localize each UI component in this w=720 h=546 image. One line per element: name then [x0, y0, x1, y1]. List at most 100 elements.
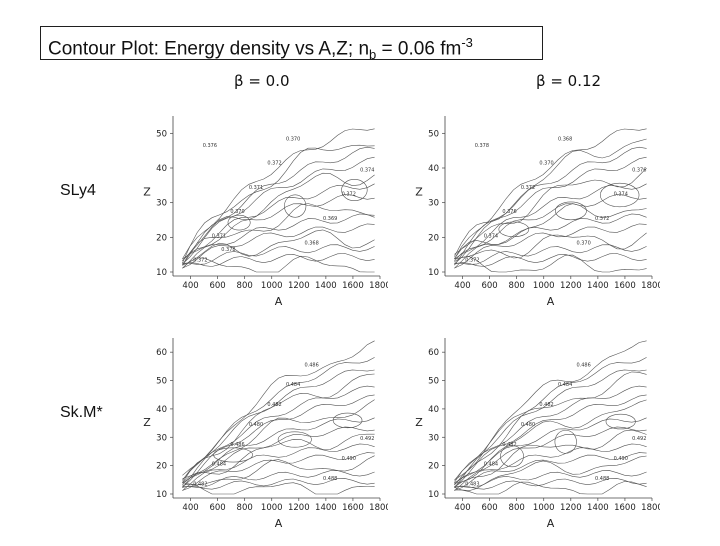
y-tick-label: 30 — [428, 433, 439, 443]
contour-island — [554, 201, 587, 221]
y-tick-label: 50 — [156, 129, 167, 139]
contour-line — [182, 229, 375, 266]
x-tick-label: 400 — [182, 281, 198, 291]
contour-line — [454, 223, 647, 269]
x-tick-label: 1000 — [261, 503, 283, 513]
y-tick-label: 30 — [156, 433, 167, 443]
x-tick-label: 1000 — [533, 281, 555, 291]
x-tick-label: 1400 — [315, 281, 337, 291]
contour-line — [182, 399, 375, 479]
contour-line — [454, 232, 647, 260]
contour-line — [454, 455, 647, 492]
x-tick-label: 1200 — [560, 281, 582, 291]
title-text-units: = 0.06 fm — [376, 38, 462, 60]
contour-line — [454, 481, 647, 495]
contour-line — [454, 128, 647, 260]
contour-value-label: 0.480 — [249, 422, 263, 428]
y-tick-label: 30 — [428, 199, 439, 209]
contour-line — [454, 429, 647, 488]
row-label-sly4: SLy4 — [60, 182, 96, 199]
contour-line — [182, 203, 375, 266]
contour-line — [182, 452, 375, 491]
contour-value-label: 0.482 — [193, 481, 207, 487]
contour-value-label: 0.486 — [304, 362, 318, 368]
contour-line — [182, 194, 375, 262]
contour-value-label: 0.484 — [484, 462, 498, 468]
contour-value-label: 0.378 — [475, 143, 489, 149]
contour-line — [454, 213, 647, 269]
y-tick-label: 50 — [156, 377, 167, 387]
contour-island — [284, 194, 307, 218]
contour-line — [454, 254, 647, 273]
contour-value-label: 0.372 — [465, 258, 479, 264]
contour-island — [599, 182, 640, 208]
contour-line — [454, 253, 647, 267]
contour-line — [182, 417, 375, 484]
contour-value-label: 0.484 — [558, 382, 572, 388]
contour-line — [182, 255, 375, 273]
contour-island — [213, 447, 253, 463]
y-tick-label: 40 — [428, 405, 439, 415]
y-axis-label: Z — [415, 186, 423, 199]
contour-line — [454, 478, 647, 490]
contour-line — [454, 167, 647, 255]
x-tick-label: 1800 — [369, 503, 388, 513]
x-tick-label: 600 — [209, 281, 225, 291]
x-tick-label: 1000 — [261, 281, 283, 291]
x-tick-label: 800 — [237, 281, 253, 291]
contour-value-label: 0.374 — [360, 167, 374, 173]
contour-value-label: 0.369 — [323, 216, 337, 222]
contour-line — [182, 244, 375, 265]
y-tick-label: 10 — [156, 490, 167, 500]
contour-value-label: 0.492 — [632, 436, 646, 442]
y-tick-label: 60 — [156, 348, 167, 358]
contour-value-label: 0.484 — [212, 462, 226, 468]
contour-value-label: 0.490 — [614, 456, 628, 462]
contour-island — [498, 221, 530, 238]
contour-line — [454, 357, 647, 481]
contour-line — [454, 156, 647, 265]
contour-value-label: 0.482 — [539, 402, 553, 408]
contour-value-label: 0.376 — [632, 167, 646, 173]
contour-value-label: 0.372 — [521, 185, 535, 191]
contour-value-label: 0.486 — [576, 362, 590, 368]
contour-value-label: 0.488 — [323, 476, 337, 482]
contour-line — [454, 452, 647, 491]
contour-line — [454, 443, 647, 491]
contour-line — [454, 138, 647, 257]
y-tick-label: 40 — [156, 164, 167, 174]
contour-island — [500, 445, 524, 468]
contour-line — [182, 172, 375, 262]
x-tick-label: 1400 — [315, 503, 337, 513]
x-axis-label: A — [547, 517, 555, 530]
x-tick-label: 1200 — [288, 281, 310, 291]
contour-value-label: 0.372 — [342, 192, 356, 198]
contour-line — [182, 478, 375, 490]
y-tick-label: 40 — [428, 164, 439, 174]
y-tick-label: 20 — [156, 233, 167, 243]
contour-line — [454, 394, 647, 488]
contour-value-label: 0.368 — [558, 136, 572, 142]
x-tick-label: 1600 — [614, 503, 636, 513]
contour-line — [182, 433, 375, 483]
title-superscript: -3 — [461, 35, 473, 50]
x-tick-label: 800 — [509, 503, 525, 513]
x-axis-label: A — [275, 295, 283, 308]
contour-value-label: 0.488 — [595, 476, 609, 482]
x-tick-label: 1600 — [342, 281, 364, 291]
contour-island — [227, 214, 251, 231]
contour-line — [182, 394, 375, 488]
x-tick-label: 1600 — [342, 503, 364, 513]
x-tick-label: 1400 — [587, 281, 609, 291]
contour-line — [182, 340, 375, 476]
contour-line — [454, 371, 647, 486]
contour-line — [182, 470, 375, 488]
contour-line — [454, 426, 647, 485]
contour-value-label: 0.482 — [267, 402, 281, 408]
y-tick-label: 20 — [428, 233, 439, 243]
slide-title: Contour Plot: Energy density vs A,Z; nb … — [40, 26, 543, 62]
y-tick-label: 40 — [156, 405, 167, 415]
contour-line — [182, 253, 375, 267]
contour-island — [554, 429, 577, 454]
contour-value-label: 0.372 — [595, 216, 609, 222]
